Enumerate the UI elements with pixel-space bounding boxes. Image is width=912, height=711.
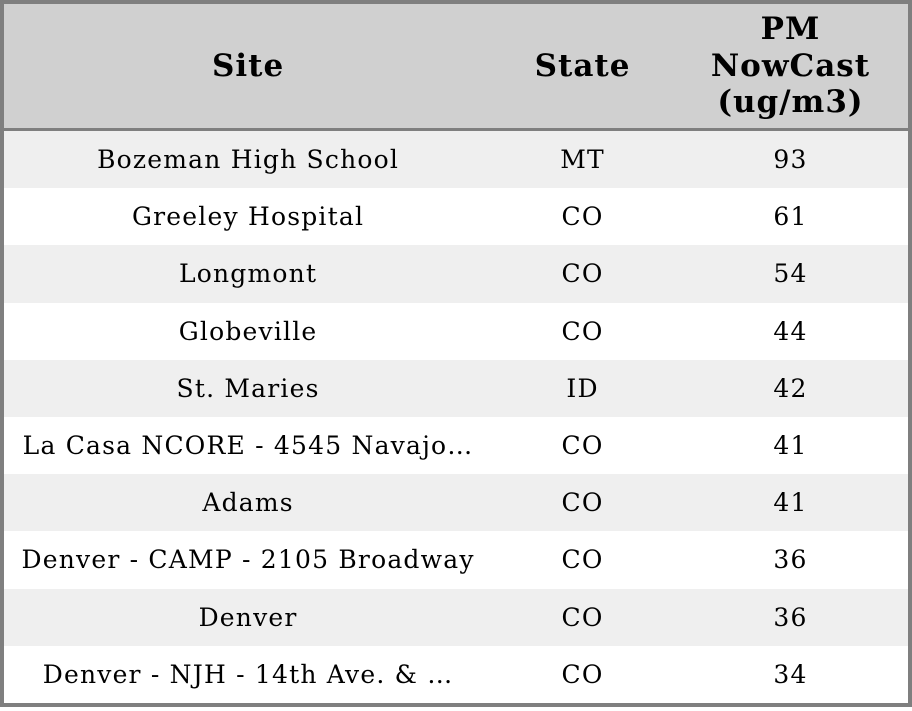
- site-cell: Denver - NJH - 14th Ave. & …: [4, 645, 493, 703]
- table-row: Adams CO 41: [4, 474, 908, 532]
- col-header-pm-nowcast-label: PM NowCast (ug/m3): [710, 11, 871, 121]
- site-cell: Longmont: [4, 245, 493, 303]
- pm-value-cell: 41: [672, 474, 908, 532]
- table-row: Denver - CAMP - 2105 Broadway CO 36: [4, 531, 908, 589]
- table-row: Globeville CO 44: [4, 302, 908, 360]
- pm-value-cell: 41: [672, 416, 908, 475]
- col-header-state-label: State: [534, 47, 631, 84]
- table-row: St. Maries ID 42: [4, 359, 908, 417]
- site-cell: Bozeman High School: [4, 129, 493, 189]
- pm-nowcast-table: Site State PM NowCast (ug/m3) Bozeman Hi…: [4, 4, 908, 703]
- site-cell: St. Maries: [4, 359, 493, 417]
- pm-value-cell: 54: [672, 245, 908, 303]
- site-cell: Globeville: [4, 302, 493, 360]
- header-row: Site State PM NowCast (ug/m3): [4, 4, 908, 131]
- site-cell: Adams: [4, 474, 493, 532]
- state-cell: CO: [492, 645, 673, 703]
- pm-value-cell: 36: [672, 588, 908, 646]
- site-cell: Greeley Hospital: [4, 188, 493, 246]
- pm-value-cell: 34: [672, 645, 908, 703]
- table-row: Denver CO 36: [4, 588, 908, 646]
- pm-value-cell: 44: [672, 302, 908, 360]
- table-header: Site State PM NowCast (ug/m3): [4, 4, 908, 131]
- table-body: Bozeman High School MT 93 Greeley Hospit…: [4, 129, 908, 703]
- table-row: La Casa NCORE - 4545 Navajo… CO 41: [4, 416, 908, 475]
- pm-value-cell: 93: [672, 129, 908, 189]
- state-cell: CO: [492, 531, 673, 589]
- state-cell: CO: [492, 188, 673, 246]
- col-header-state: State: [492, 4, 673, 131]
- state-cell: CO: [492, 588, 673, 646]
- state-cell: CO: [492, 474, 673, 532]
- col-header-site-label: Site: [211, 47, 285, 84]
- col-header-site: Site: [4, 4, 493, 131]
- site-cell: La Casa NCORE - 4545 Navajo…: [4, 416, 493, 475]
- table-row: Denver - NJH - 14th Ave. & … CO 34: [4, 645, 908, 703]
- pm-value-cell: 36: [672, 531, 908, 589]
- state-cell: ID: [492, 359, 673, 417]
- state-cell: CO: [492, 302, 673, 360]
- site-cell: Denver - CAMP - 2105 Broadway: [4, 531, 493, 589]
- state-cell: CO: [492, 416, 673, 475]
- site-cell: Denver: [4, 588, 493, 646]
- table-row: Greeley Hospital CO 61: [4, 188, 908, 246]
- state-cell: MT: [492, 129, 673, 189]
- table-row: Longmont CO 54: [4, 245, 908, 303]
- col-header-pm-nowcast: PM NowCast (ug/m3): [672, 4, 908, 131]
- table-row: Bozeman High School MT 93: [4, 129, 908, 189]
- state-cell: CO: [492, 245, 673, 303]
- pm-value-cell: 42: [672, 359, 908, 417]
- pm-value-cell: 61: [672, 188, 908, 246]
